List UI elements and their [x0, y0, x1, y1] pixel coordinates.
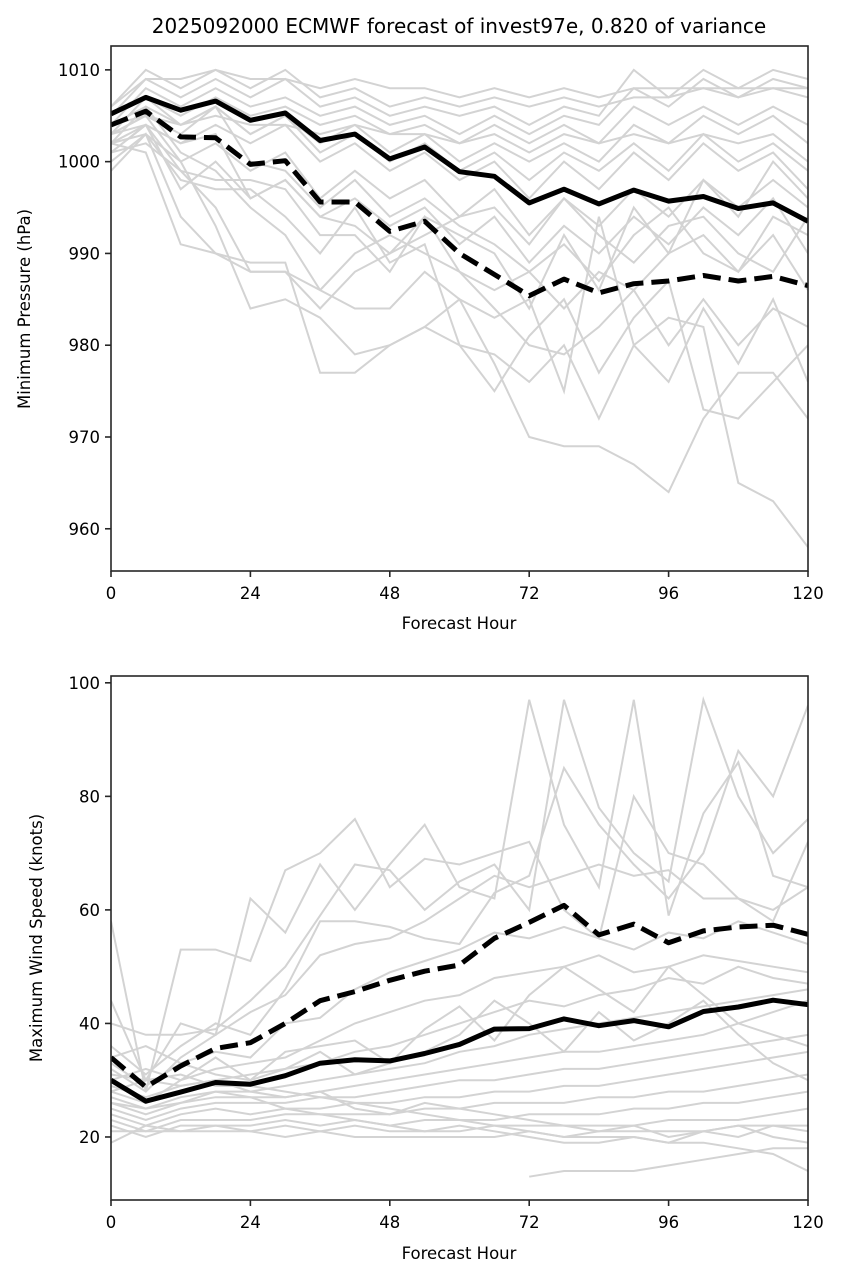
- wind-x-tick-label: 72: [519, 1213, 540, 1232]
- wind-x-axis-label: Forecast Hour: [402, 1244, 517, 1263]
- wind-y-ticks: 20 40 60 80 100: [69, 674, 111, 1147]
- pressure-x-tick-label: 96: [658, 584, 679, 603]
- wind-x-tick-label: 48: [379, 1213, 400, 1232]
- pressure-ensemble-member-line: [111, 132, 808, 311]
- wind-panel: 0 24 48 72 96 120 20 40 60 80 100 Forecast Hour M…: [27, 674, 824, 1263]
- pressure-dashed-black-line: [111, 108, 808, 299]
- wind-y-tick-label: 60: [79, 901, 100, 920]
- pressure-x-tick-label: 48: [379, 584, 400, 603]
- wind-ensemble-member-line: [111, 999, 808, 1104]
- wind-x-ticks: 0 24 48 72 96 120: [106, 1200, 824, 1232]
- pressure-ensemble-member-line: [111, 105, 808, 548]
- pressure-x-tick-label: 0: [106, 584, 117, 603]
- pressure-y-tick-label: 960: [69, 520, 101, 539]
- pressure-y-tick-label: 970: [69, 428, 101, 447]
- wind-ensemble-member-line: [111, 696, 808, 1036]
- pressure-y-tick-label: 1000: [58, 153, 100, 172]
- pressure-x-tick-label: 120: [792, 584, 824, 603]
- wind-y-axis-label: Maximum Wind Speed (knots): [27, 814, 46, 1062]
- wind-x-tick-label: 96: [658, 1213, 679, 1232]
- pressure-x-axis-label: Forecast Hour: [402, 614, 517, 633]
- wind-y-tick-label: 100: [69, 674, 101, 693]
- pressure-x-tick-label: 24: [240, 584, 261, 603]
- pressure-y-ticks: 960 970 980 990 1000 1010: [58, 61, 111, 539]
- wind-x-tick-label: 120: [792, 1213, 824, 1232]
- pressure-ensemble-member-line: [111, 132, 808, 420]
- wind-ensemble-member-line: [111, 699, 808, 1083]
- wind-ensemble-member-line: [111, 965, 808, 1093]
- pressure-x-tick-label: 72: [519, 584, 540, 603]
- chart-title: 2025092000 ECMWF forecast of invest97e, …: [152, 14, 766, 38]
- pressure-y-tick-label: 1010: [58, 61, 100, 80]
- pressure-solid-black-line: [111, 94, 808, 224]
- wind-ensemble-member-line: [111, 1107, 808, 1133]
- wind-y-tick-label: 40: [79, 1014, 100, 1033]
- wind-ensemble-member-line: [111, 1033, 808, 1122]
- wind-x-tick-label: 24: [240, 1213, 261, 1232]
- wind-mean-lines: [111, 902, 808, 1104]
- pressure-ensemble-member-line: [111, 114, 808, 163]
- pressure-ensemble-member-line: [111, 96, 808, 291]
- wind-ensemble-member-line: [111, 1073, 808, 1172]
- wind-y-tick-label: 80: [79, 787, 100, 806]
- pressure-ensemble-members: [111, 68, 808, 548]
- wind-axes-frame: [110, 675, 809, 1201]
- pressure-x-ticks: 0 24 48 72 96 120: [106, 571, 824, 603]
- wind-ensemble-member-line: [529, 1147, 808, 1178]
- wind-ensemble-member-line: [111, 965, 808, 1088]
- pressure-y-tick-label: 990: [69, 244, 101, 263]
- wind-ensemble-member-line: [111, 999, 808, 1116]
- wind-x-tick-label: 0: [106, 1213, 117, 1232]
- pressure-mean-lines: [111, 94, 808, 299]
- wind-ensemble-member-line: [111, 1090, 808, 1144]
- wind-solid-black-line: [111, 997, 808, 1104]
- pressure-ensemble-member-line: [111, 123, 808, 200]
- pressure-ensemble-member-line: [111, 68, 808, 108]
- wind-ensemble-member-line: [111, 954, 808, 1082]
- wind-dashed-black-line: [111, 902, 808, 1090]
- pressure-ensemble-member-line: [111, 68, 808, 108]
- pressure-y-axis-label: Minimum Pressure (hPa): [15, 209, 34, 409]
- pressure-ensemble-member-line: [111, 68, 808, 127]
- pressure-ensemble-member-line: [111, 123, 808, 274]
- pressure-ensemble-member-line: [111, 123, 808, 356]
- wind-ensemble-member-line: [111, 1124, 808, 1144]
- wind-ensemble-member-line: [111, 1050, 808, 1127]
- wind-ensemble-members: [111, 696, 808, 1178]
- wind-y-tick-label: 20: [79, 1128, 100, 1147]
- wind-ensemble-member-line: [111, 841, 808, 1093]
- pressure-y-tick-label: 980: [69, 336, 101, 355]
- pressure-panel: 0 24 48 72 96 120 960 970 980 990 1000 1010 Foreca…: [15, 45, 824, 633]
- wind-ensemble-member-line: [111, 793, 808, 1092]
- pressure-axes-frame: [110, 45, 809, 572]
